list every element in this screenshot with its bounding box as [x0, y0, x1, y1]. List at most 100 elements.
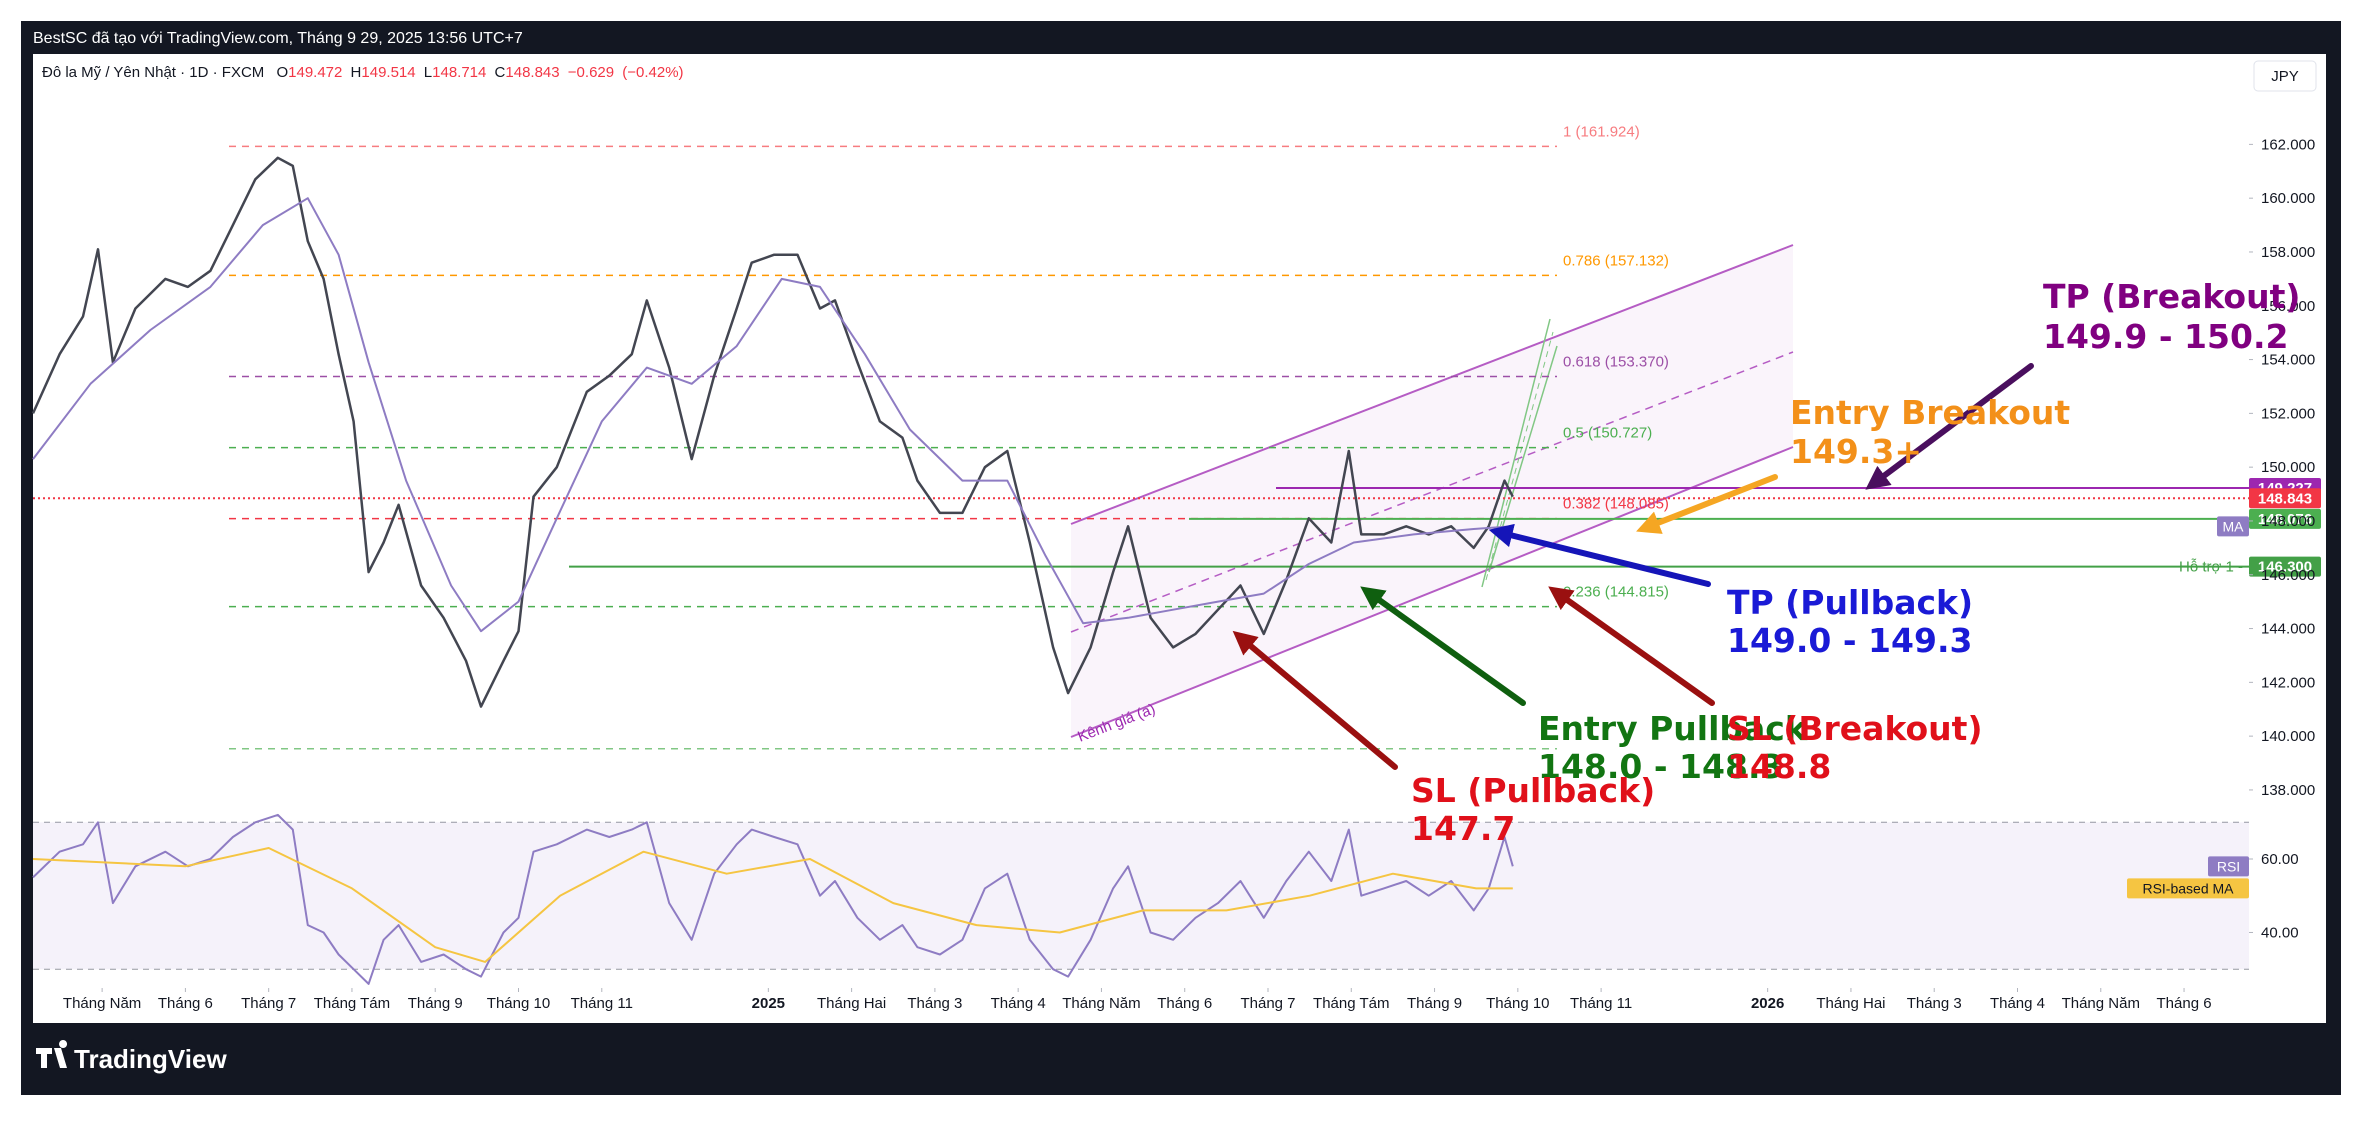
channel-b: [1485, 331, 1554, 581]
change-pct: (−0.42%): [622, 64, 683, 81]
fib-label: 0.5 (150.727): [1563, 425, 1652, 442]
series-tag-label: MA: [2223, 518, 2245, 534]
price-line-name: Hỗ trợ 1 -: [2179, 559, 2243, 576]
y-tick-label: 160.000: [2261, 190, 2315, 207]
currency[interactable]: JPY: [2271, 68, 2299, 85]
price-tag-label: 148.076: [2258, 511, 2312, 528]
price-tag: [2249, 488, 2321, 509]
x-tick-label: Tháng Hai: [817, 995, 886, 1012]
fib-label: 0.618 (153.370): [1563, 354, 1669, 371]
channel-upper: [1070, 244, 1794, 525]
annotation-line: Entry Breakout: [1790, 393, 2070, 432]
y-tick-label: 40.00: [2261, 924, 2299, 941]
arrow: [1865, 363, 2034, 490]
series-line: [31, 156, 1514, 708]
x-tick-label: 2025: [752, 995, 785, 1012]
annotation: TP (Breakout) 149.9 - 150.2: [2043, 277, 2300, 356]
x-tick-label: Tháng Hai: [1816, 995, 1885, 1012]
y-tick-label: 152.000: [2261, 405, 2315, 422]
annotation-line: TP (Pullback): [1727, 583, 1973, 622]
x-tick-label: Tháng 9: [408, 995, 463, 1012]
ohlc-letter: C: [495, 64, 506, 81]
fib-label: 1 (161.924): [1563, 123, 1640, 140]
annotation: Entry Breakout 149.3+: [1790, 393, 2070, 471]
price-tag-label: 146.300: [2258, 559, 2312, 576]
price-tag: [2249, 508, 2321, 529]
footer-logo: TradingView: [36, 1040, 227, 1074]
x-tick-label: Tháng 6: [158, 995, 213, 1012]
price-tag: [2249, 556, 2321, 577]
logo-icon: [36, 1040, 68, 1068]
ohlc-value: 149.514: [361, 64, 415, 81]
arrow: [1232, 630, 1398, 770]
arrow: [1488, 523, 1711, 587]
brand: TradingView: [74, 1044, 227, 1074]
series-line: [32, 813, 1514, 985]
annotation: TP (Pullback) 149.0 - 149.3: [1727, 583, 1973, 660]
x-tick-label: Tháng 10: [487, 995, 550, 1012]
x-tick-label: Tháng 9: [1407, 995, 1462, 1012]
y-tick-label: 138.000: [2261, 782, 2315, 799]
series-tag-label: RSI: [2217, 858, 2240, 874]
x-tick-label: Tháng 4: [991, 995, 1046, 1012]
plot: 1 (161.924) 0.786 (157.132) 0.618 (153.370…: [31, 123, 2321, 1012]
annotation-line: TP (Breakout): [2043, 277, 2300, 316]
y-tick-label: 150.000: [2261, 459, 2315, 476]
legend: Đô la Mỹ / Yên Nhật · 1D · FXCM O149.472…: [42, 64, 684, 81]
x-tick-label: Tháng 11: [571, 995, 633, 1012]
series-tag: [2217, 516, 2249, 537]
x-tick-label: Tháng Năm: [1062, 995, 1140, 1012]
y-tick-label: 140.000: [2261, 728, 2315, 745]
x-tick-label: 2026: [1751, 995, 1784, 1012]
ohlc-value: 148.714: [432, 64, 486, 81]
ohlc-value: 148.843: [505, 64, 559, 81]
annotation-line: SL (Pullback): [1411, 771, 1655, 810]
currency-button[interactable]: [2253, 60, 2317, 92]
symbol: Đô la Mỹ / Yên Nhật · 1D · FXCM: [42, 64, 264, 81]
annotation: Entry Pullback 148.0 - 148.3: [1538, 709, 1808, 786]
header: BestSC đã tạo với TradingView.com, Tháng…: [33, 30, 523, 47]
series-tag: [2127, 878, 2249, 899]
rsi-band-fill: [33, 822, 2249, 970]
fib-label: 0.786 (157.132): [1563, 252, 1669, 269]
y-tick-label: 162.000: [2261, 136, 2315, 153]
annotations: TP (Breakout) 149.9 - 150.2 Entry Breakou…: [1411, 277, 2300, 848]
annotation-line: 149.9 - 150.2: [2043, 317, 2288, 356]
x-tick-label: Tháng 4: [1990, 995, 2045, 1012]
y-tick-label: 156.000: [2261, 298, 2315, 315]
series-tag: [2208, 856, 2249, 877]
x-tick-label: Tháng Năm: [63, 995, 141, 1012]
y-tick-label: 146.000: [2261, 567, 2315, 584]
fib-label: 0.236 (144.815): [1563, 584, 1669, 601]
annotation-line: 148.8: [1727, 747, 1831, 786]
annotation-line: 147.7: [1411, 809, 1515, 848]
y-tick-label: 144.000: [2261, 621, 2315, 638]
fib-label: 0.382 (148.085): [1563, 496, 1669, 513]
y-tick-label: 60.00: [2261, 851, 2299, 868]
x-tick-label: Tháng Năm: [2062, 995, 2140, 1012]
annotation: SL (Breakout) 148.8: [1727, 709, 1983, 786]
ohlc-value: 149.472: [288, 64, 342, 81]
x-tick-label: Tháng 10: [1486, 995, 1549, 1012]
y-tick-label: 154.000: [2261, 352, 2315, 369]
x-tick-label: Tháng 3: [907, 995, 962, 1012]
arrow: [1636, 474, 1778, 534]
x-tick-label: Tháng 7: [1240, 995, 1295, 1012]
price-tag-label: 148.843: [2258, 490, 2312, 507]
series-line: [32, 197, 1513, 633]
x-tick-label: Tháng 11: [1570, 995, 1632, 1012]
arrow: [1548, 586, 1715, 706]
channel-lower: [1070, 446, 1794, 738]
x-tick-label: Tháng 6: [1157, 995, 1212, 1012]
series-line: [32, 847, 1513, 963]
annotation-line: 149.3+: [1790, 432, 1922, 471]
x-tick-label: Tháng 3: [1907, 995, 1962, 1012]
arrow: [1360, 586, 1526, 706]
x-tick-label: Tháng 6: [2157, 995, 2212, 1012]
y-tick-label: 142.000: [2261, 674, 2315, 691]
channel-fill: [1071, 245, 1793, 737]
annotation-line: 148.0 - 148.3: [1538, 747, 1783, 786]
x-tick-label: Tháng 7: [241, 995, 296, 1012]
